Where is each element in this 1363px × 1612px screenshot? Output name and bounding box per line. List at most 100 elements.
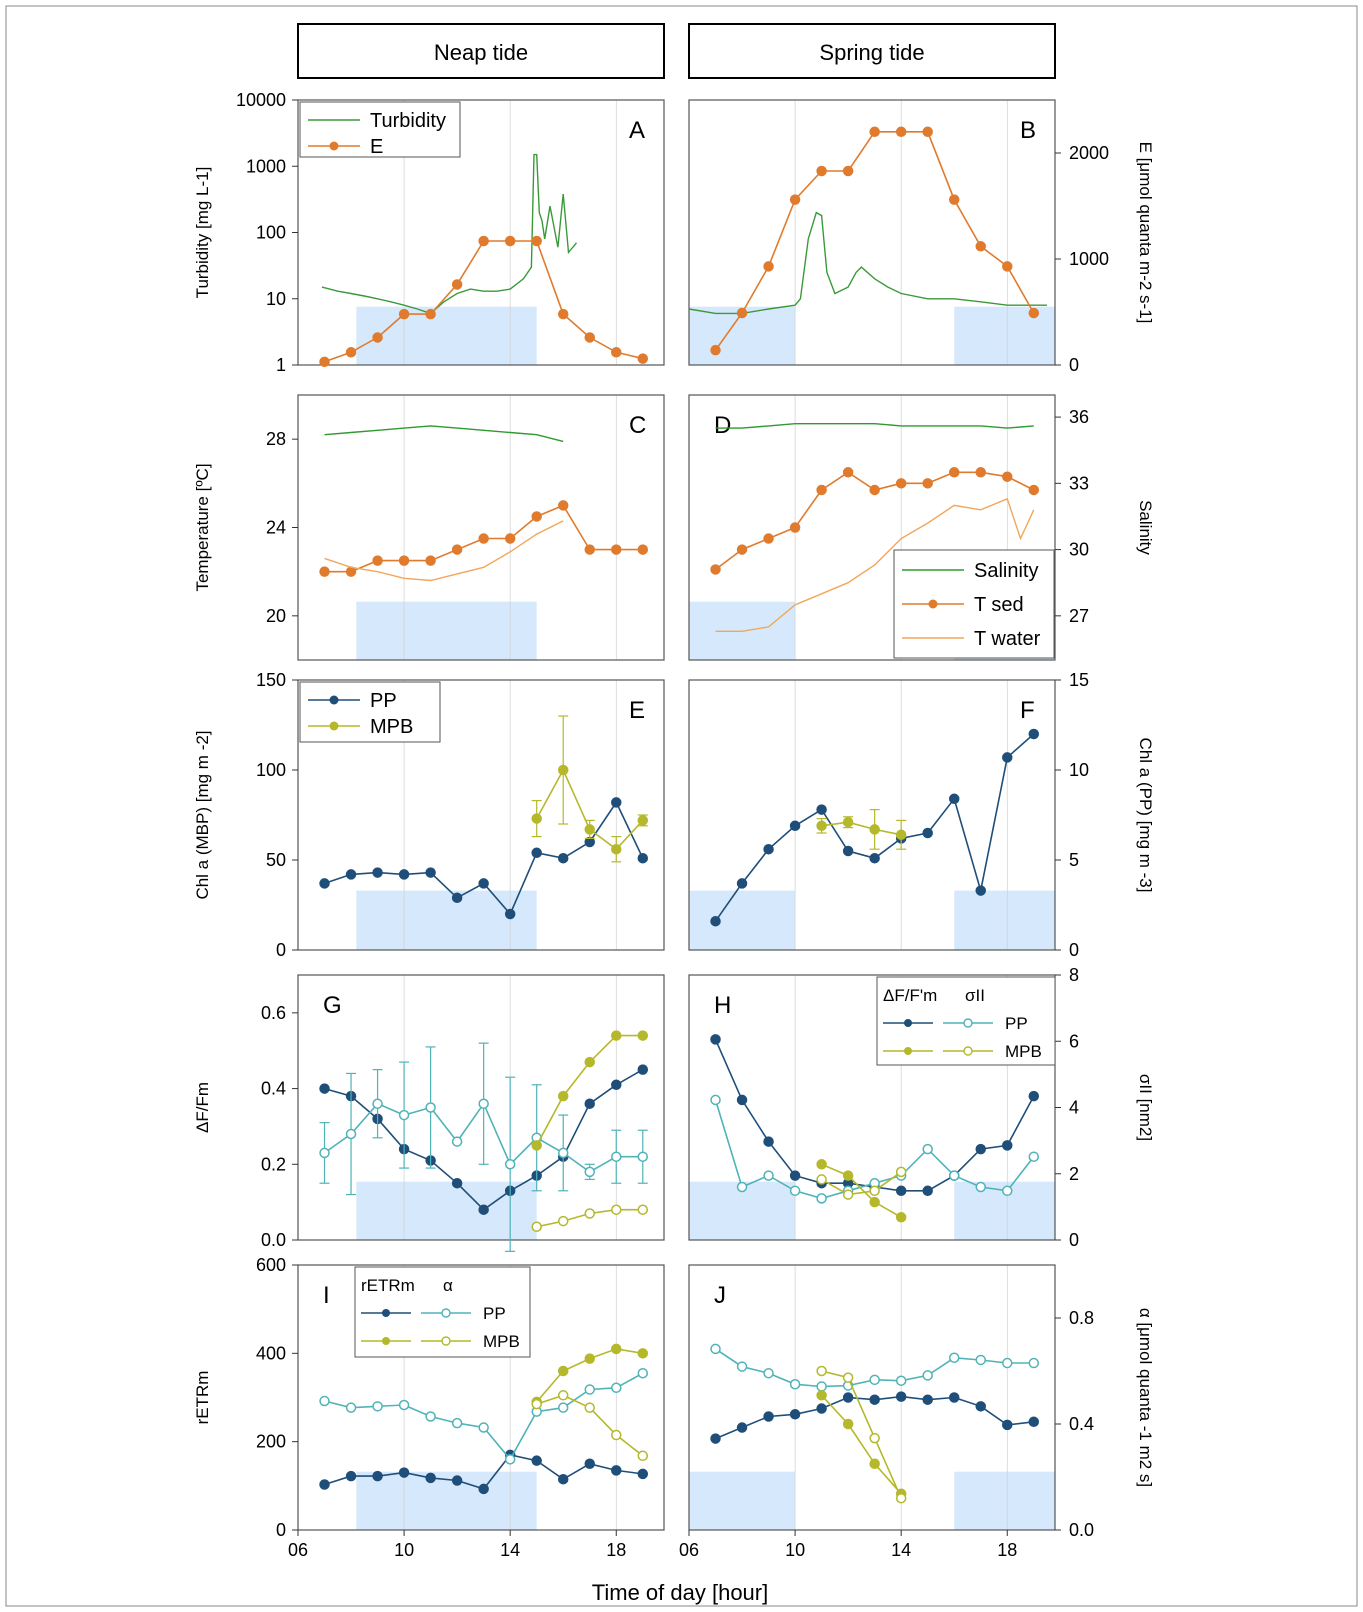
data-point [922,478,933,489]
neap-header: Neap tide [434,40,528,65]
data-point [948,1392,960,1403]
legend-marker [329,141,339,151]
data-point [478,1422,489,1433]
panel-letter: F [1020,697,1035,724]
data-point [736,878,748,889]
data-point [637,353,649,364]
data-point [869,1458,880,1469]
x-tick-label: 06 [288,1540,308,1560]
data-point [736,1422,748,1433]
data-point [319,356,330,368]
y-tick-label: 1000 [246,156,286,176]
data-point [531,847,542,859]
data-point [710,1433,721,1444]
series-line [715,423,1034,429]
data-point [478,878,489,889]
x-tick-label: 10 [394,1540,414,1560]
data-point [425,1472,436,1484]
legend-marker [904,1047,912,1055]
legend-marker [963,1046,973,1056]
data-point [1028,1151,1040,1162]
series-line [715,497,1035,632]
panel-frame [688,1264,1056,1531]
panel-C: C 20 24 28 Temperature [ºC] [193,394,665,661]
data-point [763,1170,774,1181]
y-right-tick-label: 1000 [1069,249,1109,269]
panel-letter: G [323,992,342,1019]
legend-label: MPB [483,1332,520,1351]
series-line [821,1394,902,1495]
data-point [637,852,649,864]
panel-F: F 0 5 10 15 Chl a (PP) [mg m -3] [688,670,1155,960]
y-axis-label: rETRm [193,1371,212,1425]
night-band [689,1471,796,1530]
data-point [975,241,986,252]
legend-label: MPB [370,716,413,738]
data-point [319,878,330,889]
y-right-tick-label: 0 [1069,940,1079,960]
data-point [1028,728,1040,740]
data-point [504,1159,516,1170]
data-point [319,1395,330,1407]
data-point [611,1429,622,1441]
y-right-tick-label: 0 [1069,1230,1079,1250]
y-right-tick-label: 8 [1069,965,1079,985]
legend-marker [441,1308,451,1318]
data-point [922,1143,933,1155]
data-point [842,1372,854,1383]
data-point [531,1455,542,1466]
data-point [842,816,854,828]
panel-frame [297,974,665,1241]
data-point [425,1411,436,1422]
data-point [584,1208,595,1219]
data-point [584,1384,595,1395]
panel-letter: A [629,117,645,144]
data-point [789,1185,801,1197]
data-point [372,1098,383,1109]
data-point [478,235,489,247]
data-point [637,1064,649,1075]
series-line [535,1034,643,1146]
data-point [842,1170,854,1181]
y-tick-label: 1 [276,355,286,375]
data-point [869,1374,880,1386]
data-point [869,1432,880,1444]
data-point [975,1181,986,1193]
data-point [451,1177,463,1189]
x-tick-label: 06 [679,1540,699,1560]
panel-letter: D [714,412,731,439]
data-point [763,1411,774,1422]
data-point [736,307,748,319]
data-point [557,852,569,864]
x-axis-label: Time of day [hour] [592,1580,768,1605]
panel-J: J 0.0 0.4 0.8 α [μmol quanta -1 m2 s] 06 10 14 1… [679,1264,1155,1560]
data-point [345,347,357,358]
legend-header: σII [965,986,985,1005]
panel-letter: E [629,697,645,724]
panel-H: H 0 2 4 6 8 σII [nm2] ΔF/F'm σII PP MPB [688,965,1155,1250]
data-point [531,235,542,247]
y-right-tick-label: 36 [1069,407,1089,427]
data-point [372,332,383,343]
data-point [710,1094,721,1106]
y-tick-label: 0.2 [261,1154,286,1174]
data-point [710,1343,721,1355]
y-tick-label: 10000 [236,90,286,110]
data-point [319,1083,330,1094]
data-point [557,1402,569,1413]
legend-header: rETRm [361,1276,415,1295]
data-point [816,165,827,177]
panel-D: D 27 30 33 36 Salinity Salinity T sed T water [688,394,1155,661]
data-point [637,1348,649,1359]
data-point [763,1367,774,1379]
panel-B: B 0 1000 2000 E [μmol quanta m-2 s-1] [688,99,1155,375]
data-point [842,1189,854,1200]
y-right-tick-label: 2000 [1069,143,1109,163]
data-point [611,1465,622,1476]
data-point [478,533,489,544]
data-point [557,1390,569,1401]
data-point [789,1379,801,1390]
data-point [1002,1185,1013,1197]
y-right-tick-label: 15 [1069,670,1089,690]
data-point [816,1174,827,1185]
